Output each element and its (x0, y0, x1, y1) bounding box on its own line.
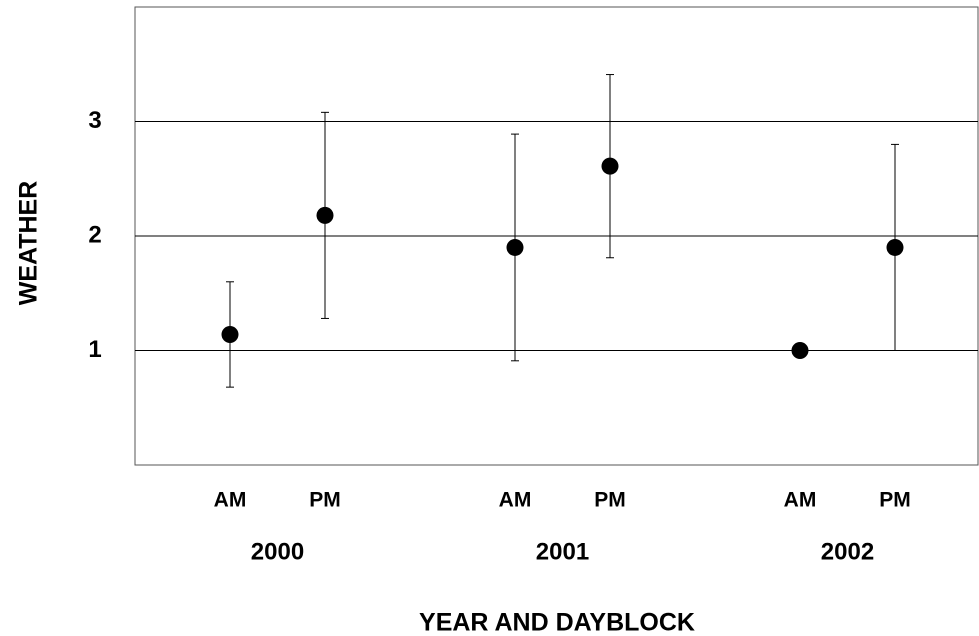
data-point (506, 238, 524, 256)
data-point (791, 342, 809, 359)
x-tick-label: PM (309, 489, 341, 512)
x-tick-label: PM (879, 489, 911, 512)
x-tick-label: AM (784, 489, 817, 512)
group-label: 2002 (821, 538, 874, 565)
data-point (886, 238, 904, 256)
y-axis-label: WEATHER (15, 181, 43, 306)
y-tick-label: 3 (88, 107, 101, 134)
data-point (316, 206, 334, 224)
x-tick-label: AM (499, 489, 532, 512)
group-label: 2001 (536, 538, 589, 565)
group-label: 2000 (251, 538, 304, 565)
x-tick-label: AM (214, 489, 247, 512)
data-point (601, 157, 619, 175)
y-tick-label: 1 (88, 336, 101, 363)
data-point (221, 325, 239, 343)
x-tick-label: PM (594, 489, 626, 512)
x-axis-label: YEAR AND DAYBLOCK (419, 609, 695, 636)
y-tick-label: 2 (88, 221, 101, 248)
